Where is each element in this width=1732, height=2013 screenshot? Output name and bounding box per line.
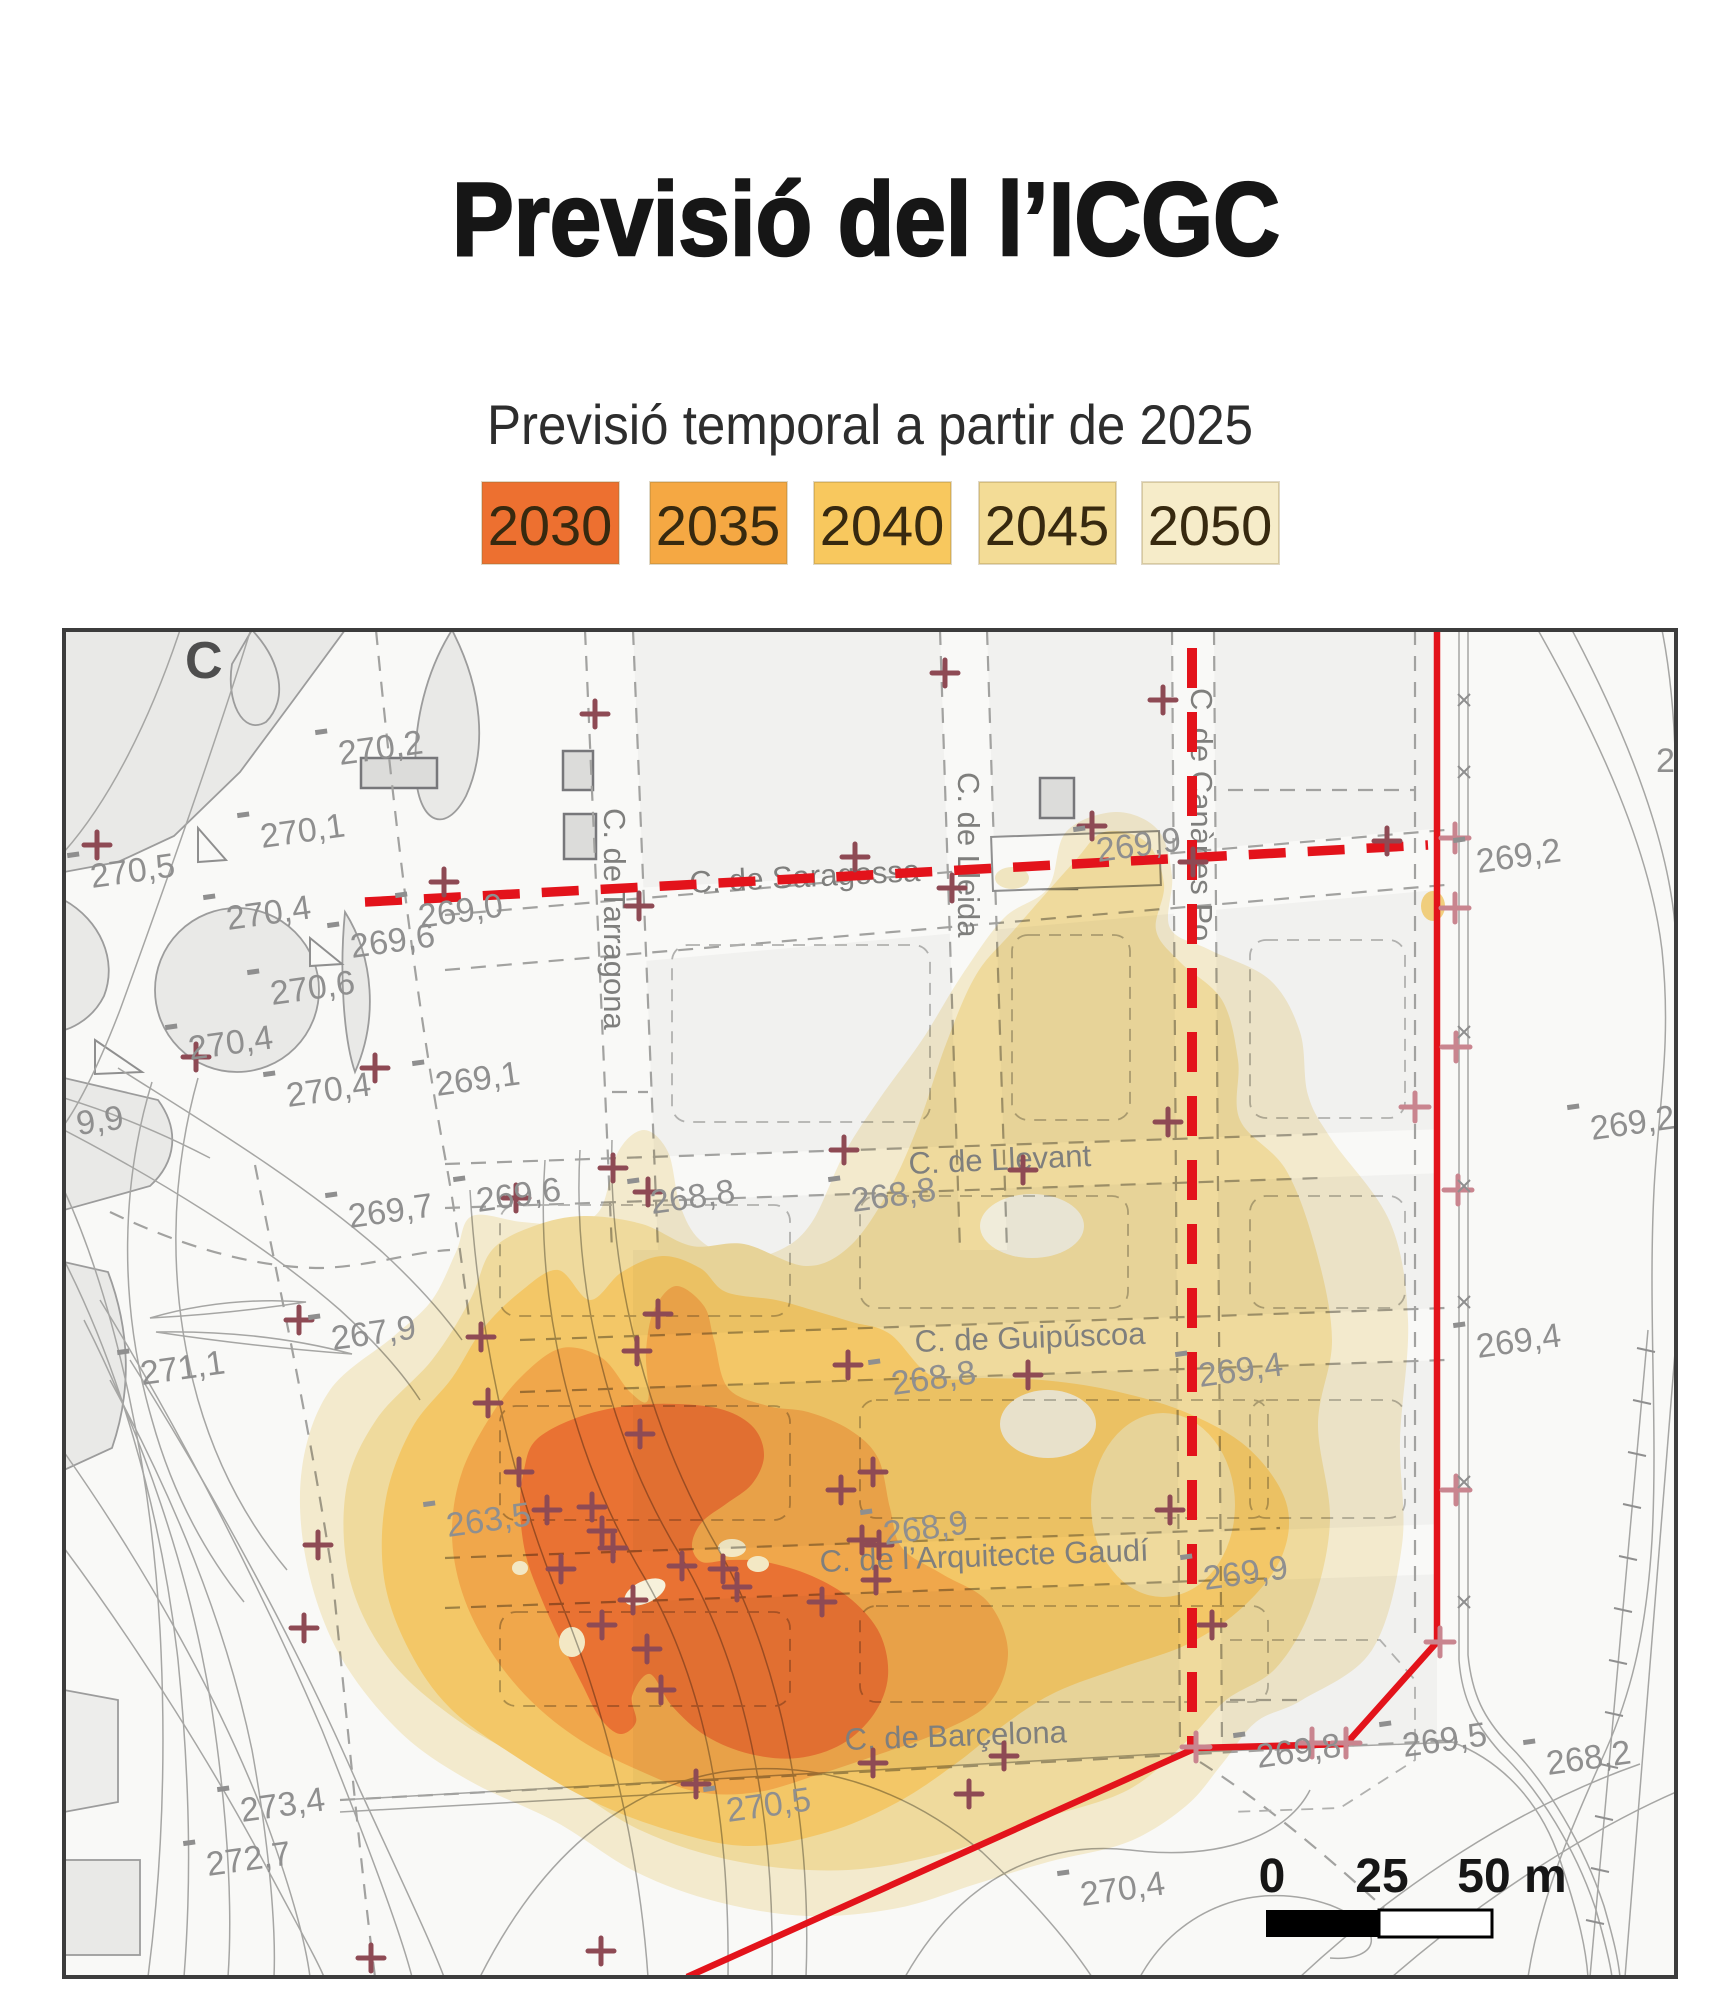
svg-text:2030: 2030 [488,494,613,557]
svg-text:50 m: 50 m [1457,1850,1566,1903]
svg-text:Previsió del l’ICGC: Previsió del l’ICGC [452,162,1280,278]
svg-text:C. de Llevant: C. de Llevant [908,1138,1092,1181]
svg-text:2040: 2040 [820,494,945,557]
svg-text:C. de Guipúscoa: C. de Guipúscoa [914,1316,1147,1359]
svg-text:C. de Lleida: C. de Lleida [951,772,986,938]
svg-text:2045: 2045 [985,494,1110,557]
svg-text:25: 25 [1355,1850,1408,1903]
svg-text:C: C [185,632,223,690]
svg-text:2050: 2050 [1148,494,1273,557]
svg-text:Previsió temporal a partir de: Previsió temporal a partir de 2025 [487,393,1253,456]
svg-text:C. de Tarragona: C. de Tarragona [597,808,632,1030]
svg-text:2: 2 [1656,742,1675,780]
svg-text:2035: 2035 [656,494,781,557]
svg-text:9,9: 9,9 [74,1099,126,1143]
svg-text:C. de Barçelona: C. de Barçelona [844,1714,1068,1757]
svg-text:0: 0 [1259,1850,1286,1903]
